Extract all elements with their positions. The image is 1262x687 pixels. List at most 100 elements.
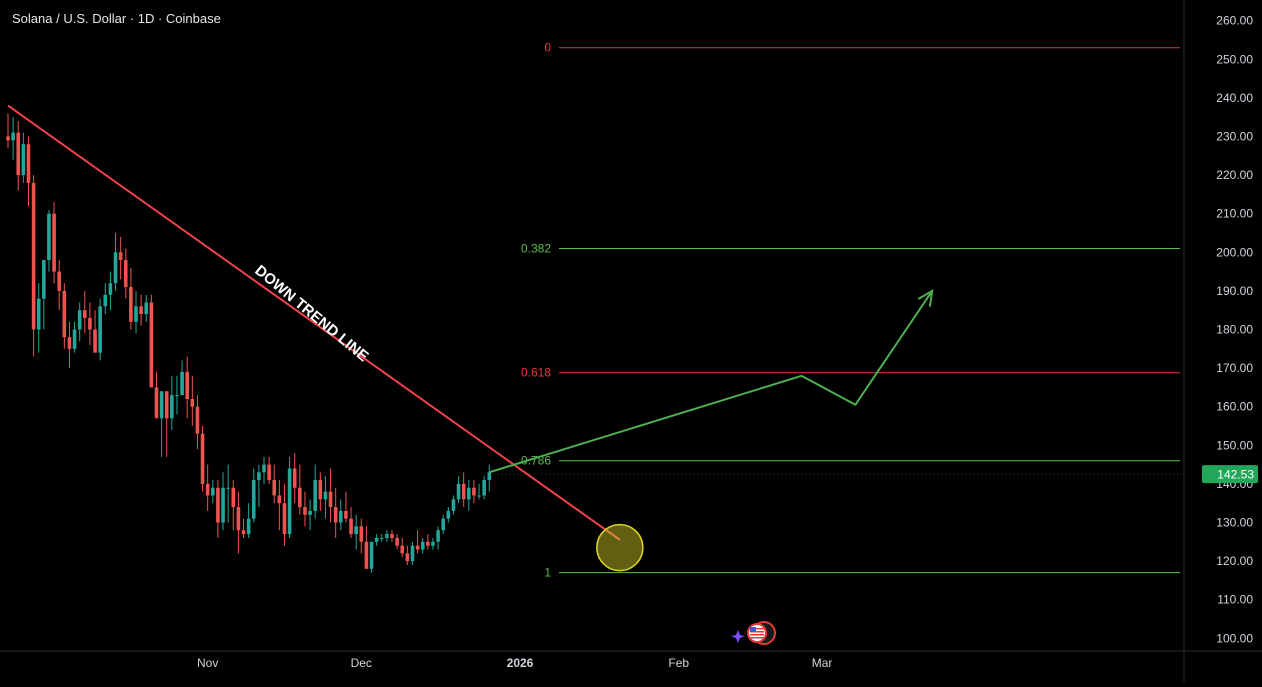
candle-body[interactable] bbox=[456, 483, 461, 500]
candle-body[interactable] bbox=[118, 252, 123, 261]
candle-body[interactable] bbox=[159, 391, 164, 419]
candle-body[interactable] bbox=[77, 310, 82, 330]
candle-body[interactable] bbox=[385, 534, 389, 538]
candle-body[interactable] bbox=[67, 337, 72, 349]
breakout-highlight-circle[interactable] bbox=[596, 523, 644, 572]
candle-body[interactable] bbox=[364, 541, 369, 569]
projection-arrow[interactable] bbox=[488, 290, 933, 474]
time-axis[interactable]: Nov Dec 2026 Feb Mar bbox=[0, 650, 1262, 670]
candle-body[interactable] bbox=[190, 398, 195, 407]
candle-body[interactable] bbox=[431, 541, 435, 546]
candle-body[interactable] bbox=[221, 487, 225, 523]
candle-body[interactable] bbox=[21, 144, 26, 176]
candle-body[interactable] bbox=[451, 499, 456, 511]
candle-body[interactable] bbox=[441, 518, 445, 531]
candlestick-series[interactable] bbox=[6, 113, 492, 573]
candle-body[interactable] bbox=[103, 294, 108, 307]
candle-body[interactable] bbox=[57, 271, 61, 291]
candle-body[interactable] bbox=[313, 480, 317, 511]
annotations[interactable]: DOWN TREND LINE bbox=[7, 104, 934, 572]
candle-body[interactable] bbox=[359, 526, 364, 542]
candle-body[interactable] bbox=[379, 537, 384, 539]
candle-body[interactable] bbox=[354, 526, 358, 535]
candle-body[interactable] bbox=[477, 495, 481, 497]
candle-body[interactable] bbox=[195, 406, 200, 434]
candle-body[interactable] bbox=[395, 537, 399, 546]
candle-body[interactable] bbox=[62, 290, 67, 338]
candle-body[interactable] bbox=[42, 260, 46, 299]
candle-body[interactable] bbox=[277, 495, 282, 504]
candle-body[interactable] bbox=[472, 487, 476, 496]
candle-body[interactable] bbox=[282, 503, 287, 535]
candle-body[interactable] bbox=[482, 480, 486, 496]
candle-body[interactable] bbox=[339, 510, 343, 523]
candle-body[interactable] bbox=[123, 260, 128, 288]
candle-body[interactable] bbox=[88, 317, 92, 330]
candle-body[interactable] bbox=[72, 329, 77, 349]
candle-body[interactable] bbox=[205, 483, 210, 496]
candle-body[interactable] bbox=[216, 487, 220, 523]
candle-body[interactable] bbox=[257, 472, 261, 481]
candle-body[interactable] bbox=[108, 283, 113, 295]
candle-body[interactable] bbox=[390, 534, 394, 538]
candle-body[interactable] bbox=[31, 182, 36, 330]
candle-body[interactable] bbox=[170, 395, 174, 419]
candle-body[interactable] bbox=[467, 487, 471, 500]
candle-body[interactable] bbox=[185, 371, 189, 399]
candle-body[interactable] bbox=[200, 433, 205, 484]
candle-body[interactable] bbox=[6, 136, 10, 141]
candle-body[interactable] bbox=[272, 480, 277, 496]
candle-body[interactable] bbox=[374, 537, 379, 542]
candle-body[interactable] bbox=[487, 472, 492, 481]
candle-body[interactable] bbox=[333, 507, 338, 523]
candle-body[interactable] bbox=[154, 387, 159, 419]
candle-body[interactable] bbox=[246, 518, 251, 535]
candle-body[interactable] bbox=[308, 510, 312, 515]
candle-body[interactable] bbox=[83, 310, 87, 318]
candle-body[interactable] bbox=[98, 306, 102, 353]
fibonacci-levels[interactable]: 0 0.382 0.618 0.786 1 bbox=[521, 41, 1180, 580]
candle-body[interactable] bbox=[318, 480, 323, 500]
candle-body[interactable] bbox=[180, 371, 184, 396]
candle-body[interactable] bbox=[144, 302, 149, 315]
candle-body[interactable] bbox=[436, 530, 440, 542]
candle-body[interactable] bbox=[241, 530, 246, 535]
candle-body[interactable] bbox=[211, 487, 215, 496]
candle-body[interactable] bbox=[134, 306, 138, 322]
candle-body[interactable] bbox=[344, 510, 348, 519]
candle-body[interactable] bbox=[139, 306, 143, 315]
candle-body[interactable] bbox=[461, 483, 466, 500]
candle-body[interactable] bbox=[129, 287, 133, 322]
candle-body[interactable] bbox=[52, 213, 56, 272]
candle-body[interactable] bbox=[231, 487, 236, 508]
candle-body[interactable] bbox=[93, 329, 97, 353]
candle-body[interactable] bbox=[410, 545, 415, 562]
candle-body[interactable] bbox=[426, 541, 430, 546]
candle-body[interactable] bbox=[36, 298, 41, 330]
us-flag-icon[interactable] bbox=[747, 623, 767, 643]
candle-body[interactable] bbox=[303, 507, 307, 515]
candle-body[interactable] bbox=[149, 302, 154, 388]
candle-body[interactable] bbox=[26, 144, 31, 183]
candle-body[interactable] bbox=[349, 518, 353, 535]
candle-body[interactable] bbox=[400, 545, 405, 554]
candle-body[interactable] bbox=[226, 487, 230, 489]
events-flag-icon[interactable] bbox=[731, 621, 776, 645]
candle-body[interactable] bbox=[251, 480, 256, 519]
candle-body[interactable] bbox=[11, 132, 15, 141]
down-trend-line[interactable] bbox=[7, 104, 621, 541]
candle-body[interactable] bbox=[47, 213, 51, 261]
candle-body[interactable] bbox=[164, 391, 169, 419]
candle-body[interactable] bbox=[16, 132, 21, 176]
candle-body[interactable] bbox=[323, 491, 328, 500]
candle-body[interactable] bbox=[262, 464, 266, 473]
candle-body[interactable] bbox=[298, 487, 302, 508]
candle-body[interactable] bbox=[420, 541, 425, 550]
candle-body[interactable] bbox=[175, 395, 179, 397]
price-axis[interactable]: 260.00 250.00 240.00 230.00 220.00 210.00 200.… bbox=[1183, 0, 1253, 682]
candle-body[interactable] bbox=[446, 510, 451, 519]
candle-body[interactable] bbox=[292, 468, 297, 488]
candle-body[interactable] bbox=[415, 545, 420, 550]
candle-body[interactable] bbox=[267, 464, 271, 481]
